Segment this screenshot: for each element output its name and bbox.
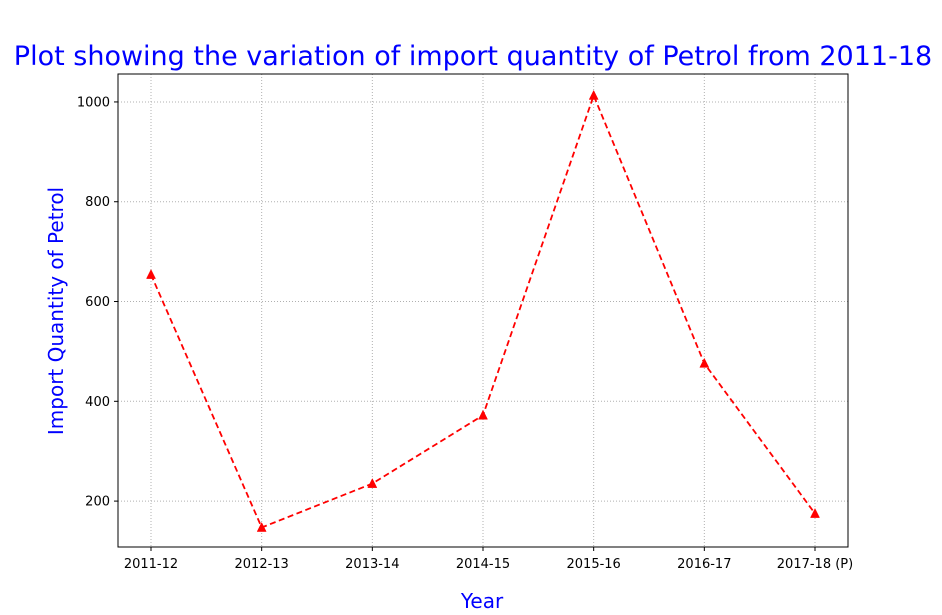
y-tick-label: 200 xyxy=(85,495,110,510)
y-axis-ticks: 200 400 600 800 1000 xyxy=(77,95,118,510)
y-tick-label: 800 xyxy=(85,195,110,210)
x-axis-label: Year xyxy=(460,589,504,613)
x-tick-label: 2011-12 xyxy=(124,557,178,572)
data-point-marker xyxy=(146,269,156,279)
x-tick-label: 2012-13 xyxy=(235,557,289,572)
x-tick-label: 2015-16 xyxy=(567,557,621,572)
data-series xyxy=(146,89,820,532)
x-tick-label: 2017-18 (P) xyxy=(777,557,853,572)
y-tick-label: 600 xyxy=(85,295,110,310)
chart-title: Plot showing the variation of import qua… xyxy=(14,41,932,72)
x-tick-label: 2013-14 xyxy=(345,557,399,572)
x-tick-label: 2014-15 xyxy=(456,557,510,572)
data-point-marker xyxy=(367,478,378,488)
x-axis-ticks: 2011-12 2012-13 2013-14 2014-15 2015-16 2016-… xyxy=(124,547,853,572)
y-axis-label: Import Quantity of Petrol xyxy=(44,187,68,435)
x-tick-label: 2016-17 xyxy=(677,557,731,572)
data-point-marker xyxy=(256,521,267,532)
grid-lines xyxy=(118,74,848,547)
y-tick-label: 400 xyxy=(85,395,110,410)
data-point-marker xyxy=(810,508,820,518)
y-tick-label: 1000 xyxy=(77,95,110,110)
data-point-marker xyxy=(588,89,599,100)
data-point-marker xyxy=(699,357,710,368)
data-point-marker xyxy=(478,409,488,420)
